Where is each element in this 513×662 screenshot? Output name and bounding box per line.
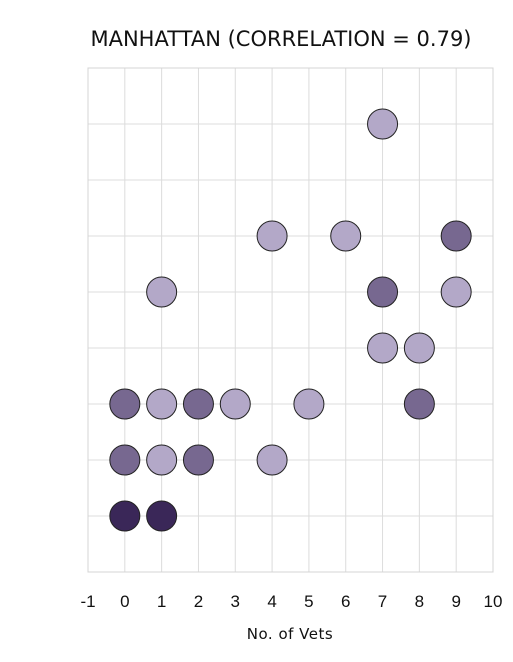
data-point (440, 276, 472, 308)
data-point (403, 388, 435, 420)
x-tick-label: 9 (451, 592, 460, 611)
data-point (109, 388, 141, 420)
x-tick-label: 10 (484, 592, 503, 611)
x-axis-label: No. of Vets (247, 625, 333, 643)
data-point (367, 332, 399, 364)
data-point (109, 500, 141, 532)
data-point (182, 388, 214, 420)
chart-title: MANHATTAN (CORRELATION = 0.79) (90, 27, 471, 51)
data-point (182, 444, 214, 476)
data-point (146, 276, 178, 308)
data-point (403, 332, 435, 364)
x-tick-labels: -1 0 1 2 3 4 5 6 7 8 9 10 (80, 592, 502, 611)
x-tick-label: 8 (415, 592, 424, 611)
data-point (256, 220, 288, 252)
data-point (219, 388, 251, 420)
grid (88, 68, 493, 572)
data-point (440, 220, 472, 252)
x-tick-label: 5 (304, 592, 313, 611)
x-tick-label: 7 (378, 592, 387, 611)
data-point (367, 108, 399, 140)
data-point (146, 388, 178, 420)
x-tick-label: -1 (80, 592, 95, 611)
data-point (109, 444, 141, 476)
x-tick-label: 4 (267, 592, 276, 611)
data-point (367, 276, 399, 308)
data-point (256, 444, 288, 476)
data-point (330, 220, 362, 252)
x-tick-label: 0 (120, 592, 129, 611)
data-point (293, 388, 325, 420)
x-tick-label: 2 (194, 592, 203, 611)
data-point (146, 444, 178, 476)
plot-frame (87, 67, 494, 573)
data-point (146, 500, 178, 532)
data-points (109, 108, 472, 532)
x-tick-label: 3 (231, 592, 240, 611)
x-tick-label: 1 (157, 592, 166, 611)
x-tick-label: 6 (341, 592, 350, 611)
